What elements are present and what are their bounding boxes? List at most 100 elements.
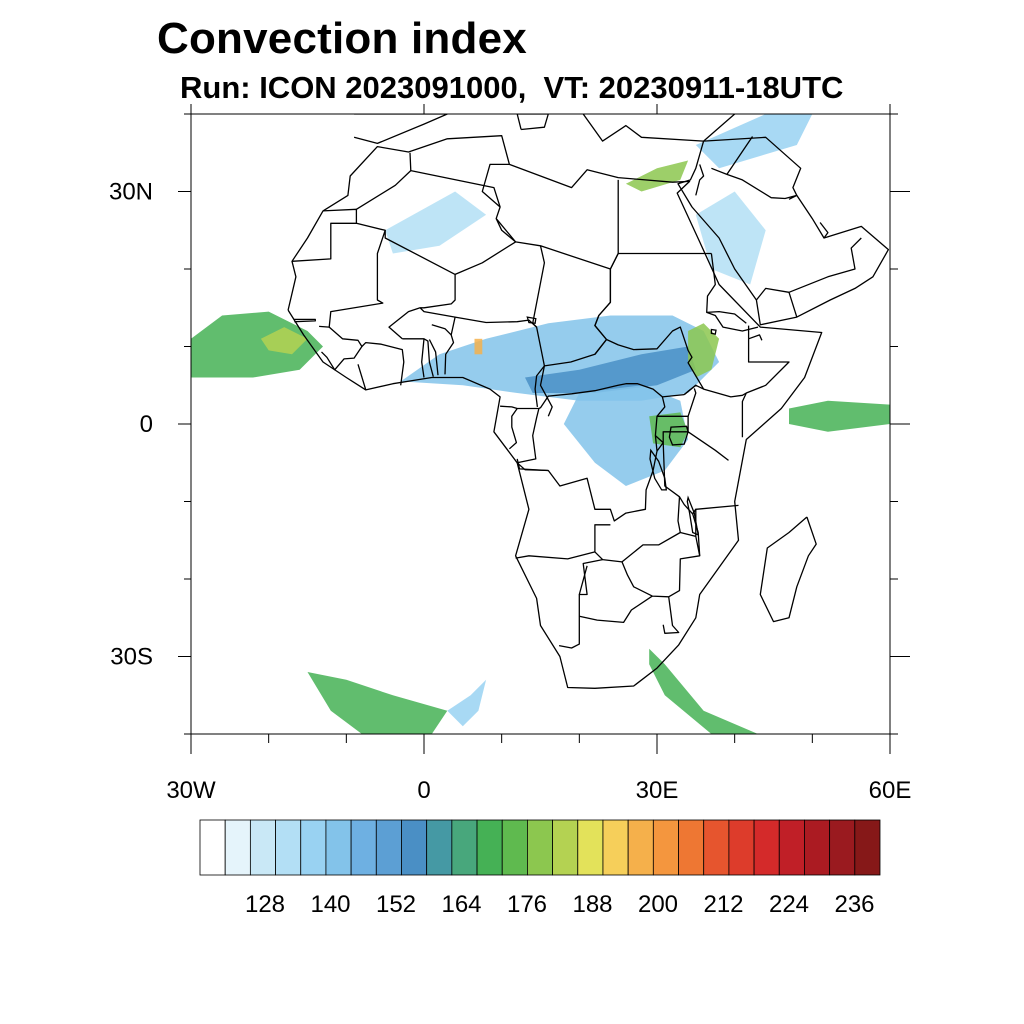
map-title: Convection index — [157, 14, 527, 63]
convection-field-layer — [191, 114, 890, 734]
country-border-3 — [384, 230, 456, 340]
colorbar-box — [627, 819, 654, 876]
convection-area-congo-basin — [563, 385, 689, 486]
convection-area-egypt-med — [625, 160, 689, 192]
country-border-29 — [687, 416, 729, 461]
lake-tanganyika — [649, 448, 668, 491]
country-border-40 — [293, 318, 316, 323]
colorbar-box — [778, 819, 805, 876]
coastline-layer — [287, 114, 890, 689]
lon-label-30E: 30E — [636, 777, 679, 804]
colorbar-label: 164 — [441, 891, 481, 918]
lake-malawi — [686, 495, 700, 536]
country-border-45 — [421, 338, 425, 378]
colorbar-box — [275, 819, 302, 876]
country-border-43 — [402, 338, 434, 377]
convection-area-lake-victoria — [649, 412, 689, 448]
country-border-33 — [621, 531, 701, 598]
colorbar-box — [652, 819, 679, 876]
border-layer — [291, 136, 862, 649]
colorbar-label: 128 — [245, 891, 285, 918]
convection-area-east-med — [695, 114, 813, 169]
colorbar-box — [249, 819, 276, 876]
colorbar-box — [753, 819, 780, 876]
colorbar-box — [325, 819, 352, 876]
colorbar-box — [451, 819, 478, 876]
colorbar: 128 140 152 164 176 188 200 212 224 236 — [199, 819, 881, 918]
convection-area-west-africa-coast — [191, 311, 323, 378]
lake-tana — [710, 328, 717, 335]
country-border-0 — [291, 208, 358, 262]
colorbar-box — [602, 819, 629, 876]
country-border-22 — [534, 365, 545, 407]
lon-label-60E: 60E — [869, 777, 912, 804]
convection-area-south-atlantic — [307, 672, 448, 734]
colorbar-box — [552, 819, 579, 876]
colorbar-box — [728, 819, 755, 876]
convection-area-west-africa-core — [260, 327, 308, 355]
coastline-madagascar — [759, 516, 817, 623]
country-border-39 — [578, 565, 588, 595]
colorbar-box — [476, 819, 503, 876]
colorbar-box — [854, 819, 881, 876]
axis-ticks — [178, 104, 910, 754]
country-border-46 — [428, 339, 439, 376]
country-border-12 — [706, 311, 759, 332]
plot-background — [191, 114, 890, 734]
country-border-1 — [356, 152, 412, 210]
country-border-2 — [319, 222, 386, 328]
coastline-italy-sicily — [516, 114, 549, 131]
colorbar-box — [577, 819, 604, 876]
country-border-23 — [508, 408, 518, 450]
colorbar-label: 224 — [769, 891, 809, 918]
lat-label-30N: 30N — [109, 179, 153, 206]
country-border-32 — [594, 496, 681, 563]
colorbar-label: 176 — [507, 891, 547, 918]
colorbar-box — [678, 819, 705, 876]
convection-area-sahel-core — [525, 346, 696, 393]
colorbar-label: 140 — [310, 891, 350, 918]
country-border-16 — [683, 384, 697, 396]
lat-label-0: 0 — [140, 411, 153, 438]
country-border-13 — [748, 334, 763, 341]
coastline-arabia — [677, 136, 890, 326]
lake-chad — [526, 316, 537, 325]
convection-area-sahara-north — [385, 191, 487, 254]
country-border-15 — [741, 392, 747, 438]
colorbar-box — [703, 819, 730, 876]
country-border-28 — [657, 388, 697, 417]
country-border-25 — [516, 458, 549, 472]
country-border-37 — [579, 595, 653, 624]
country-border-53 — [819, 222, 829, 239]
country-border-52 — [726, 136, 754, 175]
lon-label-30W: 30W — [166, 777, 216, 804]
colorbar-box — [224, 819, 251, 876]
country-border-35 — [558, 558, 603, 649]
country-border-24 — [516, 408, 654, 522]
country-border-9 — [594, 269, 705, 396]
country-border-10 — [594, 339, 608, 355]
lake-layer — [526, 316, 717, 536]
colorbar-label: 188 — [572, 891, 612, 918]
country-border-8 — [609, 252, 712, 270]
colorbar-label: 212 — [703, 891, 743, 918]
convection-area-arabia — [695, 191, 766, 285]
country-border-42 — [361, 341, 405, 386]
convection-area-south-atlantic-light — [447, 679, 487, 727]
country-border-5 — [481, 163, 510, 208]
colorbar-box — [804, 819, 831, 876]
country-border-19 — [431, 316, 538, 336]
axis-labels: 30N 0 30S 30W 0 30E 60E — [109, 179, 911, 805]
colorbar-box — [350, 819, 377, 876]
lake-victoria — [668, 425, 689, 446]
coastline-europe — [353, 114, 448, 145]
country-border-48 — [788, 237, 862, 318]
colorbar-box — [501, 819, 528, 876]
country-border-44 — [357, 364, 367, 391]
colorbar-box — [199, 819, 226, 876]
country-border-14 — [703, 338, 790, 398]
colorbar-box — [527, 819, 553, 876]
country-border-49 — [755, 287, 790, 301]
country-border-38 — [662, 596, 680, 634]
colorbar-box — [300, 819, 327, 876]
